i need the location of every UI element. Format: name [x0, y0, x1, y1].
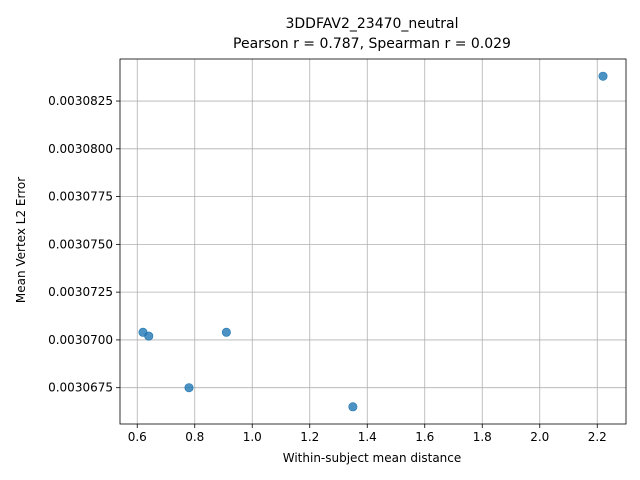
x-tick-label: 1.4	[358, 430, 377, 444]
chart-subtitle: Pearson r = 0.787, Spearman r = 0.029	[233, 36, 511, 52]
x-tick-label: 0.6	[128, 430, 147, 444]
x-tick-label: 1.6	[415, 430, 434, 444]
data-point	[598, 71, 608, 81]
data-point	[221, 327, 231, 337]
y-axis-label: Mean Vertex L2 Error	[14, 177, 28, 303]
y-tick-label: 0.0030800	[48, 142, 113, 156]
data-points	[138, 71, 608, 412]
y-tick-label: 0.0030750	[48, 237, 113, 251]
chart-title: 3DDFAV2_23470_neutral	[285, 16, 458, 32]
y-tick-label: 0.0030675	[48, 381, 113, 395]
x-tick-label: 2.2	[588, 430, 607, 444]
x-axis-label: Within-subject mean distance	[283, 451, 462, 465]
y-tick-label: 0.0030825	[48, 94, 113, 108]
x-tick-label: 1.2	[300, 430, 319, 444]
data-point	[144, 331, 154, 341]
y-tick-label: 0.0030725	[48, 285, 113, 299]
y-tick-label: 0.0030775	[48, 190, 113, 204]
x-tick-label: 1.0	[243, 430, 262, 444]
x-tick-label: 0.8	[185, 430, 204, 444]
data-point	[184, 383, 194, 393]
x-tick-label: 1.8	[473, 430, 492, 444]
plot-frame	[119, 58, 627, 425]
data-point	[348, 402, 358, 412]
x-tick-label: 2.0	[530, 430, 549, 444]
axis-ticks: 0.6 0.8 1.0 1.2 1.4 1.6 1.8 2.0 2.2 0.0030675 0.00…	[48, 94, 607, 444]
y-tick-label: 0.0030700	[48, 333, 113, 347]
grid	[120, 59, 626, 424]
